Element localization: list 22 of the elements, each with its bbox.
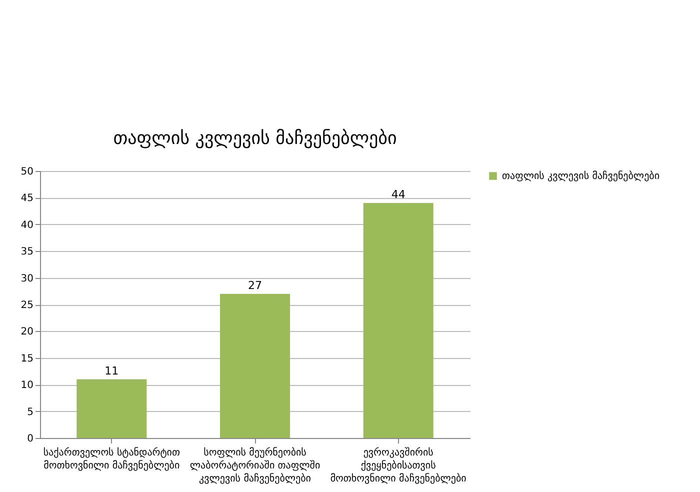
legend-label: თაფლის კვლევის მაჩვენებლები <box>502 170 660 182</box>
y-tick-label: 30 <box>20 273 34 284</box>
data-label: 27 <box>248 278 262 292</box>
data-label: 11 <box>104 364 119 378</box>
y-tick-label: 40 <box>20 220 34 231</box>
chart-title: თაფლის კვლევის მაჩვენებლები <box>113 128 397 149</box>
y-tick-label: 45 <box>20 193 34 204</box>
bar <box>363 203 434 438</box>
y-tick-label: 5 <box>27 406 34 418</box>
bar <box>76 379 147 438</box>
y-tick-label: 50 <box>20 166 34 178</box>
x-tick-label: სოფლის მეურნეობის ლაბორატორიაში თაფლში კვლევის მაჩვენებლები <box>190 446 320 484</box>
y-tick-label: 20 <box>20 326 34 338</box>
bar <box>220 294 290 438</box>
y-tick-label: 0 <box>27 434 34 444</box>
y-tick-label: 15 <box>20 353 34 364</box>
y-tick-label: 10 <box>20 380 34 392</box>
data-label: 44 <box>391 188 406 202</box>
x-tick-label: ევროკავშირის ქვეყნებისათვის მოთხოვნილი მაჩვენებლები <box>330 446 466 484</box>
x-tick-label: საქართველოს სტანდარტით მოთხოვნილი მაჩვენებლები <box>43 446 180 472</box>
y-tick-label: 35 <box>20 246 34 258</box>
y-tick-label: 25 <box>20 300 34 311</box>
